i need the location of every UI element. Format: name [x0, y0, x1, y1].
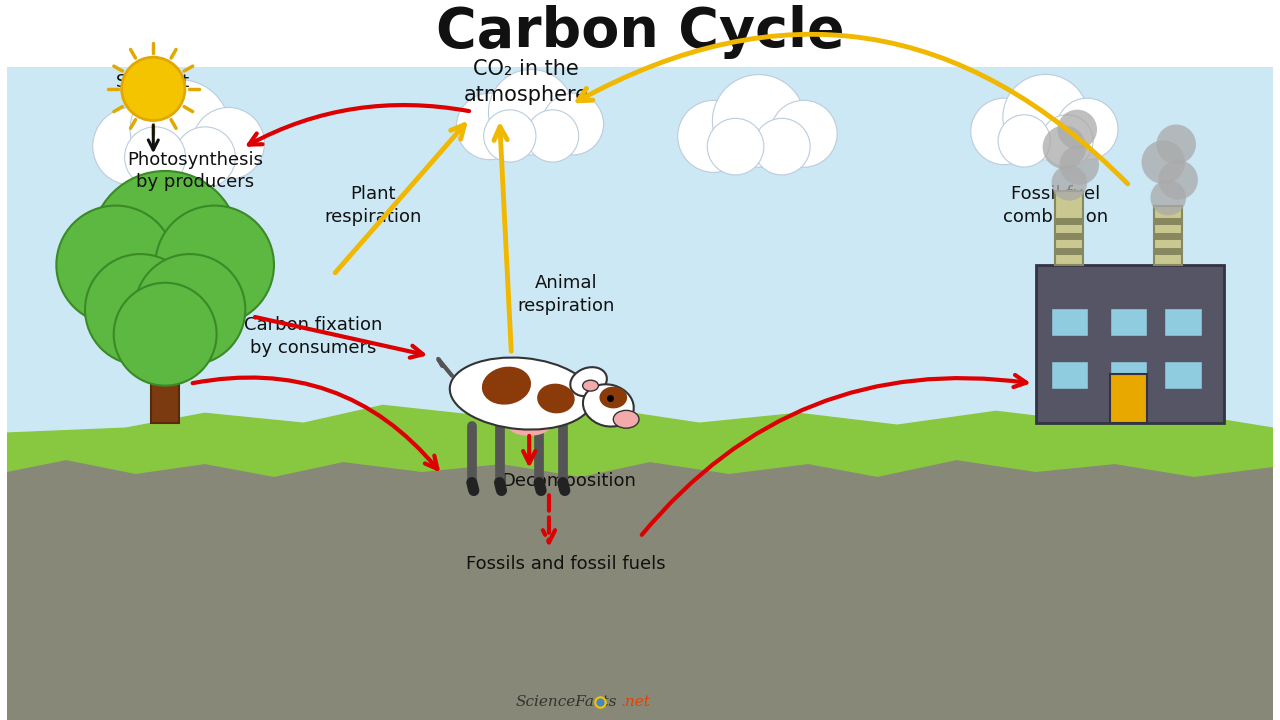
FancyBboxPatch shape: [1110, 374, 1147, 423]
Ellipse shape: [481, 366, 531, 405]
Circle shape: [970, 98, 1037, 165]
FancyBboxPatch shape: [1051, 361, 1088, 389]
Circle shape: [1043, 125, 1087, 169]
Ellipse shape: [508, 415, 550, 435]
Text: Photosynthesis
by producers: Photosynthesis by producers: [127, 150, 262, 192]
Circle shape: [526, 110, 579, 162]
Circle shape: [457, 93, 522, 160]
Circle shape: [1151, 180, 1187, 215]
Circle shape: [174, 127, 236, 188]
Circle shape: [754, 118, 810, 175]
Circle shape: [1041, 114, 1093, 167]
Ellipse shape: [582, 384, 634, 426]
Text: Plant
respiration: Plant respiration: [324, 185, 421, 226]
Text: Animal
respiration: Animal respiration: [517, 274, 614, 315]
Circle shape: [1142, 140, 1185, 184]
Circle shape: [998, 114, 1051, 167]
Circle shape: [677, 100, 750, 172]
Circle shape: [91, 171, 239, 320]
FancyBboxPatch shape: [1110, 361, 1147, 389]
FancyBboxPatch shape: [1056, 248, 1083, 255]
Circle shape: [92, 107, 170, 185]
Ellipse shape: [613, 410, 639, 428]
Circle shape: [1060, 145, 1100, 185]
Circle shape: [489, 69, 573, 155]
Circle shape: [114, 283, 216, 386]
FancyBboxPatch shape: [1056, 191, 1083, 265]
Circle shape: [56, 206, 175, 324]
Text: Carbon fixation
by consumers: Carbon fixation by consumers: [244, 316, 383, 356]
FancyBboxPatch shape: [1155, 248, 1183, 255]
Circle shape: [713, 75, 805, 167]
Circle shape: [84, 254, 196, 365]
Text: Decomposition: Decomposition: [502, 472, 636, 490]
Text: Fossils and fossil fuels: Fossils and fossil fuels: [466, 554, 666, 572]
Circle shape: [122, 57, 184, 120]
FancyBboxPatch shape: [1165, 308, 1202, 336]
FancyBboxPatch shape: [1056, 233, 1083, 240]
FancyBboxPatch shape: [6, 67, 1274, 482]
Circle shape: [771, 100, 837, 167]
Circle shape: [708, 118, 764, 175]
Ellipse shape: [582, 380, 599, 391]
Text: Sunlight: Sunlight: [116, 73, 191, 91]
Text: Fossil fuel
combustion: Fossil fuel combustion: [1004, 185, 1108, 226]
Circle shape: [192, 107, 265, 179]
Circle shape: [1057, 109, 1097, 149]
Circle shape: [541, 93, 604, 155]
FancyBboxPatch shape: [151, 324, 179, 423]
Circle shape: [1158, 160, 1198, 199]
Text: .net: .net: [621, 696, 650, 709]
Circle shape: [1156, 125, 1196, 164]
Circle shape: [131, 80, 230, 179]
FancyBboxPatch shape: [1165, 361, 1202, 389]
Circle shape: [155, 206, 274, 324]
Text: ScienceFacts: ScienceFacts: [516, 696, 617, 709]
Text: Carbon Cycle: Carbon Cycle: [435, 6, 845, 60]
Circle shape: [1056, 98, 1117, 160]
FancyBboxPatch shape: [1036, 265, 1224, 423]
Ellipse shape: [571, 367, 607, 396]
Ellipse shape: [599, 387, 627, 408]
Circle shape: [1002, 74, 1088, 160]
Circle shape: [134, 254, 246, 365]
FancyBboxPatch shape: [1155, 233, 1183, 240]
FancyBboxPatch shape: [1056, 218, 1083, 225]
Circle shape: [124, 127, 186, 188]
FancyBboxPatch shape: [6, 8, 1274, 67]
Ellipse shape: [538, 384, 575, 413]
Text: CO₂ in the
atmosphere: CO₂ in the atmosphere: [463, 59, 589, 104]
Polygon shape: [6, 405, 1274, 482]
Circle shape: [1052, 165, 1087, 201]
FancyBboxPatch shape: [1155, 218, 1183, 225]
Circle shape: [484, 110, 536, 162]
FancyBboxPatch shape: [1155, 206, 1183, 265]
FancyBboxPatch shape: [1110, 308, 1147, 336]
Ellipse shape: [449, 358, 593, 430]
Polygon shape: [6, 461, 1274, 720]
FancyBboxPatch shape: [1051, 308, 1088, 336]
